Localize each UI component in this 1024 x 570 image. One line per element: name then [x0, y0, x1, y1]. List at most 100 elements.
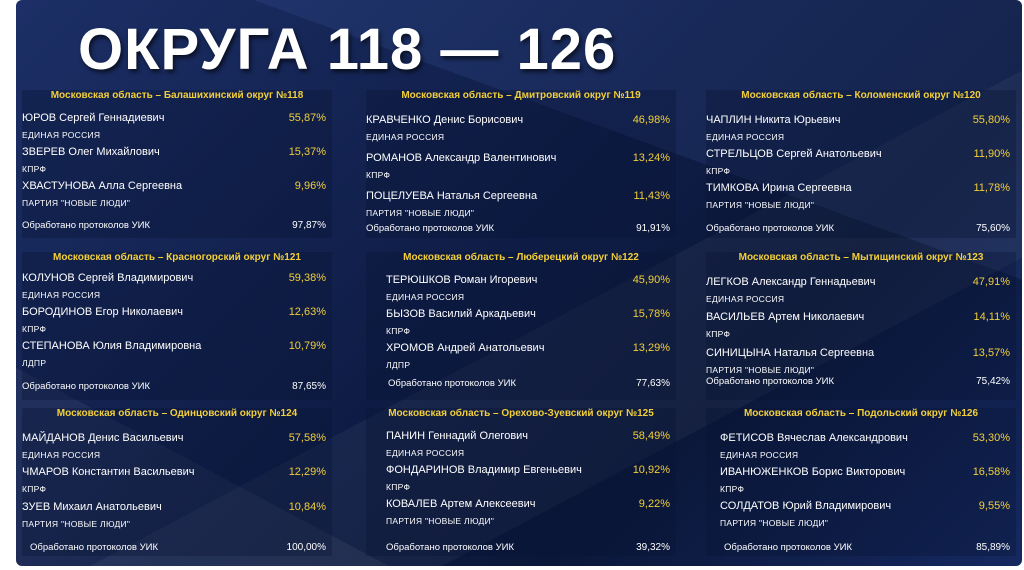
- candidate-party: КПРФ: [706, 329, 731, 339]
- candidate-name: СИНИЦЫНА Наталья Сергеевна: [706, 347, 875, 359]
- candidate-name: ЛЕГКОВ Александр Геннадьевич: [706, 276, 876, 288]
- candidate-percent: 12,63%: [288, 306, 326, 318]
- candidate-row: ЗУЕВ Михаил Анатольевич 10,84% ПАРТИЯ "Н…: [22, 501, 332, 535]
- candidate-row: КОЛУНОВ Сергей Владимирович 59,38% ЕДИНА…: [22, 272, 332, 306]
- candidate-row: ХРОМОВ Андрей Анатольевич 13,29% ЛДПР: [366, 342, 676, 376]
- protocols-row: Обработано протоколов УИК 100,00%: [22, 542, 332, 556]
- candidate-percent: 13,57%: [972, 347, 1010, 359]
- candidate-row: КРАВЧЕНКО Денис Борисович 46,98% ЕДИНАЯ …: [366, 114, 676, 148]
- candidate-row: МАЙДАНОВ Денис Васильевич 57,58% ЕДИНАЯ …: [22, 432, 332, 466]
- candidate-party: КПРФ: [386, 326, 411, 336]
- candidate-percent: 55,80%: [972, 114, 1010, 126]
- candidate-party: ЕДИНАЯ РОССИЯ: [386, 292, 465, 302]
- candidate-name: ТЕРЮШКОВ Роман Игоревич: [386, 274, 538, 286]
- candidate-party: КПРФ: [366, 170, 391, 180]
- district-card-125: Московская область – Орехово-Зуевский ок…: [366, 408, 676, 556]
- candidate-name: ФОНДАРИНОВ Владимир Евгеньевич: [386, 464, 582, 476]
- protocols-label: Обработано протоколов УИК: [706, 223, 834, 234]
- protocols-row: Обработано протоколов УИК 85,89%: [706, 542, 1016, 556]
- candidate-row: БОРОДИНОВ Егор Николаевич 12,63% КПРФ: [22, 306, 332, 340]
- district-card-126: Московская область – Подольский округ №1…: [706, 408, 1016, 556]
- candidate-party: КПРФ: [22, 484, 47, 494]
- candidate-percent: 53,30%: [972, 432, 1010, 444]
- protocols-value: 75,60%: [976, 223, 1010, 234]
- candidate-party: ЕДИНАЯ РОССИЯ: [22, 290, 101, 300]
- district-card-124: Московская область – Одинцовский округ №…: [22, 408, 332, 556]
- candidate-name: СТРЕЛЬЦОВ Сергей Анатольевич: [706, 148, 882, 160]
- protocols-value: 87,65%: [292, 381, 326, 392]
- candidate-percent: 12,29%: [288, 466, 326, 478]
- protocols-label: Обработано протоколов УИК: [706, 376, 834, 387]
- candidate-party: ПАРТИЯ "НОВЫЕ ЛЮДИ": [706, 365, 815, 375]
- protocols-value: 75,42%: [976, 376, 1010, 387]
- candidate-party: ПАРТИЯ "НОВЫЕ ЛЮДИ": [706, 200, 815, 210]
- district-header: Московская область – Орехово-Зуевский ок…: [388, 408, 654, 419]
- candidate-party: ЛДПР: [22, 358, 47, 368]
- candidate-row: ЮРОВ Сергей Геннадиевич 55,87% ЕДИНАЯ РО…: [22, 112, 332, 146]
- candidate-party: ПАРТИЯ "НОВЫЕ ЛЮДИ": [720, 518, 829, 528]
- candidate-name: ЗУЕВ Михаил Анатольевич: [22, 501, 162, 513]
- candidate-row: ЧМАРОВ Константин Васильевич 12,29% КПРФ: [22, 466, 332, 500]
- candidate-name: КОВАЛЕВ Артем Алексеевич: [386, 498, 536, 510]
- protocols-label: Обработано протоколов УИК: [30, 542, 158, 553]
- candidate-percent: 59,38%: [288, 272, 326, 284]
- candidate-party: ПАРТИЯ "НОВЫЕ ЛЮДИ": [386, 516, 495, 526]
- protocols-value: 97,87%: [292, 220, 326, 231]
- candidate-row: БЫЗОВ Василий Аркадьевич 15,78% КПРФ: [366, 308, 676, 342]
- candidate-row: ИВАНЮЖЕНКОВ Борис Викторович 16,58% КПРФ: [706, 466, 1016, 500]
- protocols-value: 100,00%: [286, 542, 326, 553]
- candidate-percent: 47,91%: [972, 276, 1010, 288]
- protocols-label: Обработано протоколов УИК: [22, 381, 150, 392]
- district-header: Московская область – Коломенский округ №…: [741, 90, 981, 101]
- candidate-party: ЕДИНАЯ РОССИЯ: [706, 132, 785, 142]
- candidate-name: КРАВЧЕНКО Денис Борисович: [366, 114, 524, 126]
- candidate-party: КПРФ: [720, 484, 745, 494]
- candidate-party: ЕДИНАЯ РОССИЯ: [22, 130, 101, 140]
- candidate-percent: 15,78%: [632, 308, 670, 320]
- candidate-name: ВАСИЛЬЕВ Артем Николаевич: [706, 311, 865, 323]
- candidate-party: КПРФ: [22, 164, 47, 174]
- district-card-119: Московская область – Дмитровский округ №…: [366, 90, 676, 238]
- district-header: Московская область – Красногорский округ…: [53, 252, 301, 263]
- candidate-name: ПАНИН Геннадий Олегович: [386, 430, 529, 442]
- candidate-party: КПРФ: [386, 482, 411, 492]
- protocols-row: Обработано протоколов УИК 39,32%: [366, 542, 676, 556]
- candidate-name: РОМАНОВ Александр Валентинович: [366, 152, 557, 164]
- protocols-value: 39,32%: [636, 542, 670, 553]
- candidate-percent: 13,29%: [632, 342, 670, 354]
- candidate-percent: 10,92%: [632, 464, 670, 476]
- protocols-row: Обработано протоколов УИК 75,60%: [706, 223, 1016, 237]
- candidate-name: ТИМКОВА Ирина Сергеевна: [706, 182, 852, 194]
- candidate-percent: 10,79%: [288, 340, 326, 352]
- protocols-label: Обработано протоколов УИК: [388, 378, 516, 389]
- candidate-name: ЧМАРОВ Константин Васильевич: [22, 466, 195, 478]
- candidate-name: БЫЗОВ Василий Аркадьевич: [386, 308, 536, 320]
- candidate-percent: 55,87%: [288, 112, 326, 124]
- district-card-121: Московская область – Красногорский округ…: [22, 252, 332, 400]
- district-header: Московская область – Дмитровский округ №…: [401, 90, 641, 101]
- candidate-name: ЮРОВ Сергей Геннадиевич: [22, 112, 165, 124]
- candidate-percent: 46,98%: [632, 114, 670, 126]
- candidate-row: ТИМКОВА Ирина Сергеевна 11,78% ПАРТИЯ "Н…: [706, 182, 1016, 216]
- candidate-percent: 9,22%: [638, 498, 670, 510]
- candidate-row: ЧАПЛИН Никита Юрьевич 55,80% ЕДИНАЯ РОСС…: [706, 114, 1016, 148]
- page-title: ОКРУГА 118 — 126: [78, 17, 617, 82]
- candidate-row: РОМАНОВ Александр Валентинович 13,24% КП…: [366, 152, 676, 186]
- candidate-party: ЕДИНАЯ РОССИЯ: [366, 132, 445, 142]
- protocols-row: Обработано протоколов УИК 75,42%: [706, 376, 1016, 390]
- candidate-percent: 9,55%: [978, 500, 1010, 512]
- candidate-percent: 16,58%: [972, 466, 1010, 478]
- candidate-name: МАЙДАНОВ Денис Васильевич: [22, 432, 184, 444]
- candidate-row: ЛЕГКОВ Александр Геннадьевич 47,91% ЕДИН…: [706, 276, 1016, 310]
- candidate-name: ХРОМОВ Андрей Анатольевич: [386, 342, 545, 354]
- district-card-123: Московская область – Мытищинский округ №…: [706, 252, 1016, 400]
- candidate-party: ЕДИНАЯ РОССИЯ: [22, 450, 101, 460]
- candidate-percent: 13,24%: [632, 152, 670, 164]
- candidate-percent: 11,90%: [973, 148, 1011, 160]
- candidate-row: СИНИЦЫНА Наталья Сергеевна 13,57% ПАРТИЯ…: [706, 347, 1016, 381]
- candidate-name: ПОЦЕЛУЕВА Наталья Сергеевна: [366, 190, 538, 202]
- candidate-row: ТЕРЮШКОВ Роман Игоревич 45,90% ЕДИНАЯ РО…: [366, 274, 676, 308]
- candidate-percent: 58,49%: [632, 430, 670, 442]
- candidate-name: ЧАПЛИН Никита Юрьевич: [706, 114, 841, 126]
- candidate-party: ЕДИНАЯ РОССИЯ: [386, 448, 465, 458]
